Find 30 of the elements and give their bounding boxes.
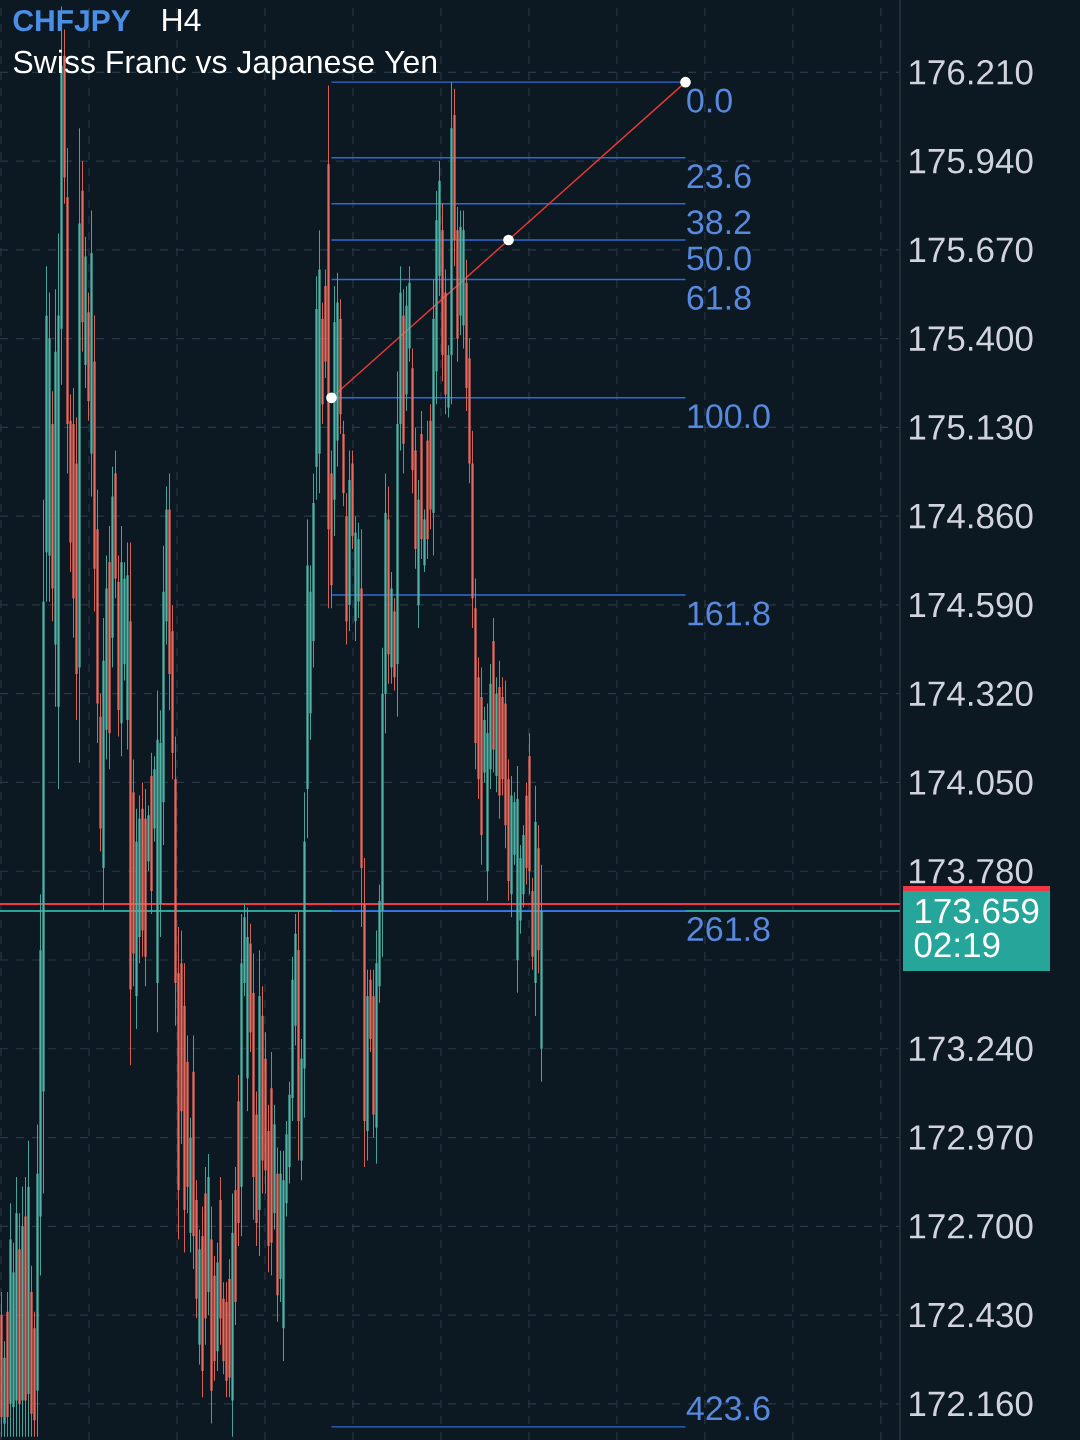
y-tick-label: 175.400 xyxy=(910,326,1033,352)
annotation: 38.2 xyxy=(687,210,751,235)
annotation: 0.0 xyxy=(687,88,732,113)
y-tick-label: 175.940 xyxy=(910,148,1033,174)
annotation: 61.8 xyxy=(687,285,751,310)
y-tick-label: 173.240 xyxy=(910,1036,1033,1062)
y-tick-label: 174.590 xyxy=(910,592,1033,618)
annotation: 423.6 xyxy=(686,1396,770,1421)
y-tick-label: 175.130 xyxy=(910,414,1033,440)
y-tick-label: 172.970 xyxy=(910,1125,1033,1150)
y-tick-label: 176.210 xyxy=(910,59,1033,85)
point xyxy=(503,234,514,246)
point xyxy=(680,76,691,88)
annotation: 50.0 xyxy=(687,246,751,271)
annotation: 23.6 xyxy=(687,164,751,189)
y-tick-label: 175.670 xyxy=(910,237,1033,263)
y-tick-label: 172.700 xyxy=(910,1213,1033,1239)
y-tick-label: 173.780 xyxy=(910,858,1033,884)
text: 02:19 xyxy=(914,932,1000,958)
annotation: 161.8 xyxy=(688,601,770,626)
annotation: 100.0 xyxy=(688,404,770,429)
y-tick-label: 174.320 xyxy=(910,681,1033,707)
annotation: 261.8 xyxy=(687,917,770,942)
annotation: H4 xyxy=(163,8,201,31)
y-tick-label: 172.430 xyxy=(910,1302,1033,1328)
y-tick-label: 174.050 xyxy=(910,770,1033,795)
y-tick-label: 172.160 xyxy=(910,1391,1033,1417)
ref-line-label: 173.659 xyxy=(916,898,1039,924)
point xyxy=(326,392,337,404)
y-tick-label: 174.860 xyxy=(910,503,1033,529)
